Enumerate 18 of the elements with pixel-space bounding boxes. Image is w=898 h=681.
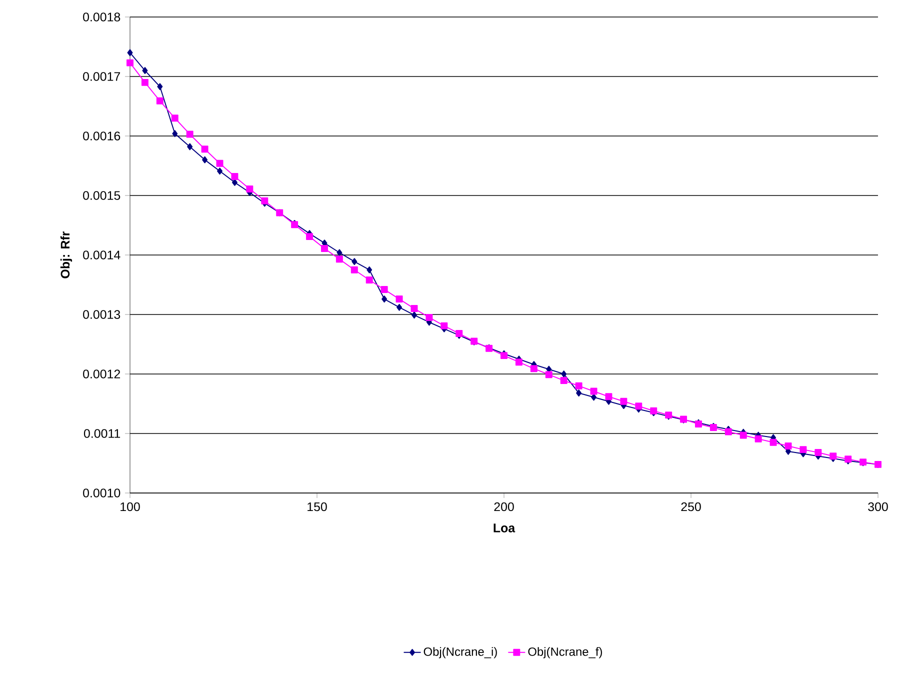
y-tick-label: 0.0010: [83, 488, 120, 498]
y-tick-label: 0.0011: [84, 429, 120, 438]
y-tick-label: 0.0015: [83, 191, 120, 200]
legend-label: Obj(Ncrane_f): [528, 647, 602, 658]
x-tick-label: 300: [868, 502, 888, 512]
y-tick-label: 0.0012: [83, 370, 120, 378]
x-axis-title: Loa: [494, 524, 516, 532]
y-tick-label: 0.0014: [83, 250, 120, 260]
legend-label: Obj(Ncrane_i): [424, 647, 497, 658]
x-tick-label: 250: [681, 502, 701, 512]
y-tick-label: 0.0016: [83, 132, 120, 140]
x-tick-label: 200: [494, 502, 514, 512]
y-tick-label: 0.0013: [83, 310, 120, 319]
y-tick-label: 0.0018: [83, 12, 120, 22]
x-tick-label: 100: [120, 502, 140, 512]
y-tick-label: 0.0017: [83, 72, 120, 81]
y-axis-title: Obj: Rfr: [60, 231, 72, 278]
x-tick-label: 150: [308, 502, 327, 512]
